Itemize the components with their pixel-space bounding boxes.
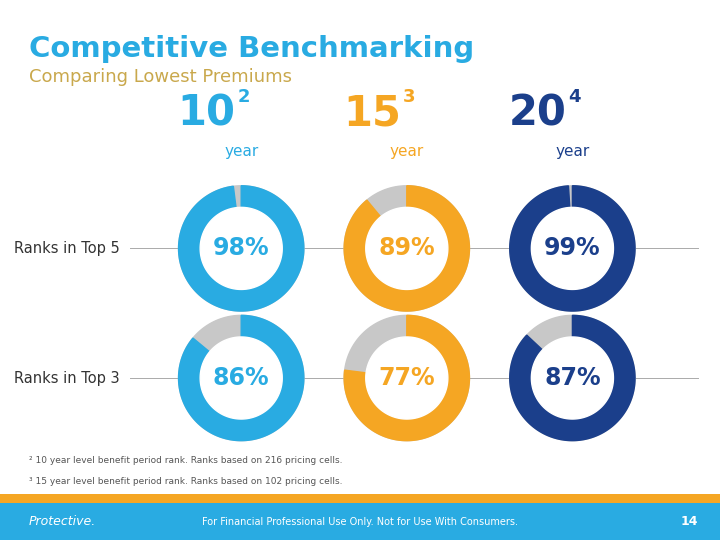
Polygon shape [344,315,469,441]
Bar [0,494,720,503]
Text: Competitive Benchmarking: Competitive Benchmarking [29,35,474,63]
Text: Comparing Lowest Premiums: Comparing Lowest Premiums [29,68,292,85]
Polygon shape [531,207,613,289]
Text: 10: 10 [177,92,235,134]
Polygon shape [366,337,448,419]
Text: 77%: 77% [379,366,435,390]
Text: year: year [555,144,590,159]
Polygon shape [200,337,282,419]
Polygon shape [510,186,635,311]
Polygon shape [510,315,635,441]
Text: 86%: 86% [213,366,269,390]
Polygon shape [510,186,635,311]
Text: Ranks in Top 5: Ranks in Top 5 [14,241,120,256]
Text: 20: 20 [508,92,567,134]
Text: ³ 15 year level benefit period rank. Ranks based on 102 pricing cells.: ³ 15 year level benefit period rank. Ran… [29,477,342,486]
Bar [0,503,720,540]
Text: 14: 14 [681,515,698,528]
Text: year: year [224,144,258,159]
Text: Ranks in Top 3: Ranks in Top 3 [14,370,120,386]
Text: 87%: 87% [544,366,600,390]
Text: Protective.: Protective. [29,515,96,528]
Polygon shape [344,315,469,441]
Polygon shape [510,315,635,441]
Polygon shape [344,186,469,311]
Text: 89%: 89% [379,237,435,260]
Polygon shape [179,186,304,311]
Polygon shape [179,315,304,441]
Text: year: year [390,144,424,159]
Text: 3: 3 [402,88,415,106]
Text: 15: 15 [343,92,401,134]
Polygon shape [179,186,304,311]
Text: ⁴ 20 year level benefit period rank. Ranks based on 168 pricing cells.: ⁴ 20 year level benefit period rank. Ran… [29,497,342,507]
Text: 98%: 98% [213,237,269,260]
Text: 4: 4 [568,88,581,106]
Text: For Financial Professional Use Only. Not for Use With Consumers.: For Financial Professional Use Only. Not… [202,517,518,526]
Text: 99%: 99% [544,237,600,260]
Polygon shape [179,315,304,441]
Text: ² 10 year level benefit period rank. Ranks based on 216 pricing cells.: ² 10 year level benefit period rank. Ran… [29,456,342,465]
Polygon shape [344,186,469,311]
Text: 2: 2 [237,88,250,106]
Polygon shape [366,207,448,289]
Polygon shape [200,207,282,289]
Polygon shape [531,337,613,419]
